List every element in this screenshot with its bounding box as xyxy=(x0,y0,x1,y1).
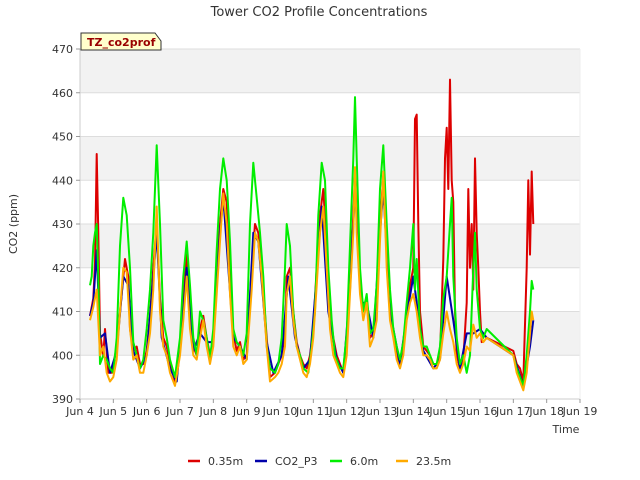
legend: 0.35m CO2_P3 6.0m 23.5m xyxy=(188,455,451,468)
x-axis-ticks: Jun 4 Jun 5 Jun 6 Jun 7 Jun 8 Jun 9 Jun 10Jun … xyxy=(65,399,597,418)
plot-band xyxy=(80,49,580,93)
legend-item-23.5m: 23.5m xyxy=(396,455,451,468)
x-tick-label: Jun 14 xyxy=(395,405,431,418)
x-tick-label: Jun 18 xyxy=(528,405,564,418)
y-tick-label: 420 xyxy=(52,262,73,275)
x-tick-label: Jun 11 xyxy=(295,405,331,418)
legend-label: 23.5m xyxy=(416,455,451,468)
chart-title: Tower CO2 Profile Concentrations xyxy=(210,5,428,20)
x-tick-label: Jun 8 xyxy=(198,405,227,418)
legend-item-0.35m: 0.35m xyxy=(188,455,243,468)
series-layer xyxy=(89,78,535,392)
y-tick-label: 430 xyxy=(52,218,73,231)
series-line-6.0m xyxy=(89,96,535,387)
legend-label: 6.0m xyxy=(350,455,378,468)
x-axis-label: Time xyxy=(552,423,580,436)
x-tick-label: Jun 15 xyxy=(428,405,464,418)
site-label-background xyxy=(80,32,162,51)
legend-item-6.0m: 6.0m xyxy=(330,455,378,468)
x-tick-label: Jun 9 xyxy=(232,405,261,418)
x-tick-label: Jun 12 xyxy=(328,405,364,418)
y-tick-label: 440 xyxy=(52,174,73,187)
x-tick-label: Jun 16 xyxy=(462,405,498,418)
y-tick-label: 450 xyxy=(52,131,73,144)
y-tick-label: 470 xyxy=(52,43,73,56)
x-tick-label: Jun 10 xyxy=(262,405,298,418)
x-tick-label: Jun 17 xyxy=(495,405,531,418)
y-axis-ticks: 390 400 410 420 430 440 450 460 470 xyxy=(52,43,80,406)
y-axis-label: CO2 (ppm) xyxy=(7,194,20,254)
series-line-23.5m xyxy=(89,166,535,392)
y-tick-label: 400 xyxy=(52,349,73,362)
legend-label: CO2_P3 xyxy=(275,455,317,468)
plot-band xyxy=(80,136,580,181)
plot-band xyxy=(80,224,580,268)
x-tick-label: Jun 6 xyxy=(132,405,161,418)
legend-item-CO2_P3: CO2_P3 xyxy=(255,455,317,468)
x-tick-label: Jun 7 xyxy=(165,405,194,418)
y-tick-label: 390 xyxy=(52,393,73,406)
x-tick-label: Jun 13 xyxy=(362,405,398,418)
legend-label: 0.35m xyxy=(208,455,243,468)
y-tick-label: 460 xyxy=(52,87,73,100)
y-tick-label: 410 xyxy=(52,306,73,319)
x-tick-label: Jun 19 xyxy=(562,405,598,418)
site-label-box: TZ_co2prof xyxy=(80,32,162,51)
x-tick-label: Jun 5 xyxy=(98,405,127,418)
site-label: TZ_co2prof xyxy=(87,36,156,49)
x-tick-label: Jun 4 xyxy=(65,405,94,418)
